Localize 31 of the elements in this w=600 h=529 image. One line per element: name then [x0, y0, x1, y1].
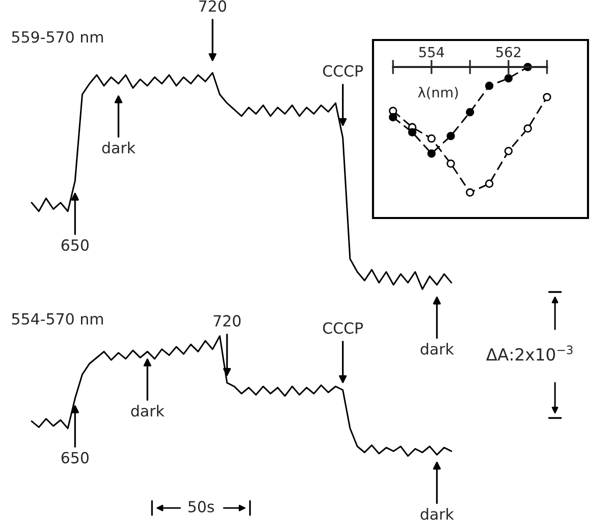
point [485, 180, 494, 188]
point [485, 82, 494, 90]
point [542, 92, 552, 102]
point [466, 108, 474, 116]
annotation: 650 [62, 239, 89, 251]
x-tick-label: 562 [496, 46, 520, 58]
text: dark [420, 508, 454, 520]
text: ΔA:2x10$^{−3}$ [486, 345, 573, 361]
point [427, 149, 436, 158]
annotation: dark [102, 142, 136, 154]
point [446, 159, 455, 168]
point [524, 124, 532, 133]
text: CCCP [323, 322, 363, 334]
annotation: dark [420, 342, 454, 355]
point [504, 74, 513, 82]
point [388, 113, 398, 122]
x-tick-label: 554 [419, 47, 444, 58]
annotation: CCCP [323, 65, 363, 77]
text: 720 [214, 315, 241, 327]
annotation: 650 [62, 452, 89, 464]
text: 50s [188, 500, 214, 512]
x-axis-title: λ(nm) [418, 86, 458, 100]
text: 720 [199, 0, 226, 12]
chart-title: 554-570 nm [12, 313, 103, 325]
point [446, 132, 455, 140]
point [466, 188, 474, 197]
point [504, 146, 513, 156]
point [408, 128, 416, 136]
chart-title: 559-570 nm [12, 31, 103, 43]
point [427, 134, 436, 143]
annotation: dark [131, 404, 164, 417]
